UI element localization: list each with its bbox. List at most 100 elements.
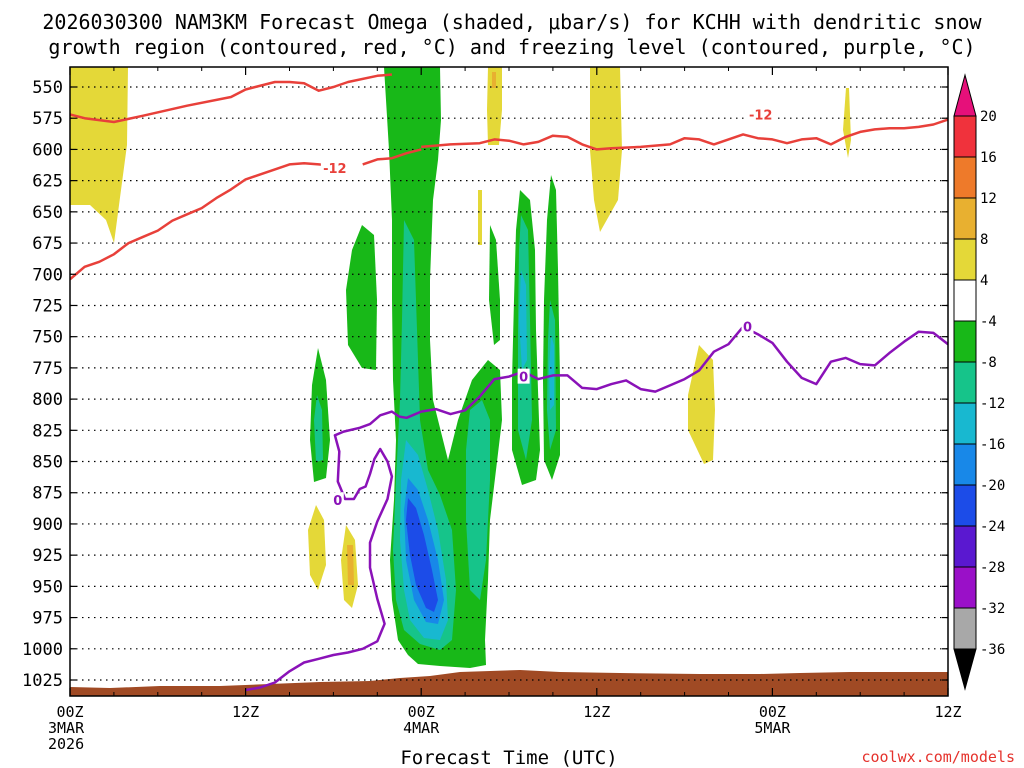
chart-title-line-2: growth region (contoured, red, °C) and f… [48, 35, 975, 59]
y-tick-label: 750 [32, 328, 63, 348]
y-tick-label: 825 [32, 421, 63, 441]
colorbar-label: -20 [980, 478, 1005, 494]
contour-label-bg [331, 492, 344, 508]
contour-label-layer: -12 -12 0 0 0 [320, 106, 775, 509]
omega-negative-strip-mid [489, 225, 500, 345]
freezing_level-contour-line [245, 325, 948, 692]
x-tick-label: 4MAR [403, 719, 440, 737]
colorbar-bin [953, 607, 977, 650]
y-tick-label: 875 [32, 484, 63, 504]
x-tick-label: 12Z [934, 703, 961, 721]
dgz_lower-contour-line-2 [362, 148, 422, 166]
y-tick-label: 925 [32, 546, 63, 566]
y-tick-label: 725 [32, 296, 63, 316]
y-tick-label: 775 [32, 359, 63, 379]
contour-label: 0 [743, 321, 752, 336]
colorbar-label: 4 [980, 273, 988, 289]
contour-label-bg [746, 106, 775, 122]
colorbar-label: 8 [980, 232, 988, 248]
x-tick-label: 00Z [759, 703, 786, 721]
contour-label-bg [320, 160, 349, 176]
contour-label: -12 [749, 108, 773, 123]
colorbar-label: -32 [980, 601, 1005, 617]
omega-positive-patch-upper-mid-core [492, 72, 496, 88]
contour-label: 0 [333, 494, 342, 509]
y-tick-label: 1000 [22, 640, 63, 660]
omega-positive-patch-upper-left [70, 67, 128, 243]
x-tick-label: 00Z [408, 703, 435, 721]
colorbar-bin [953, 566, 977, 609]
omega-positive-patch-thin [478, 190, 482, 245]
x-tick-label: 2026 [48, 735, 84, 753]
omega-positive-patch-far-right [843, 88, 851, 158]
omega-moderate-negative-right-core [466, 400, 490, 600]
chart-title-line-1: 2026030300 NAM3KM Forecast Omega (shaded… [42, 10, 982, 34]
colorbar-label: -28 [980, 560, 1005, 576]
y-tick-label: 900 [32, 515, 63, 535]
y-tick-label: 975 [32, 609, 63, 629]
omega-moderate-negative-left-strip [314, 395, 323, 462]
y-tick-label: 675 [32, 234, 63, 254]
y-tick-label: 850 [32, 453, 63, 473]
x-tick-label: 5MAR [754, 719, 791, 737]
colorbar-label: 12 [980, 191, 997, 207]
omega-positive-patch-low-left-a [308, 505, 326, 590]
x-axis-title: Forecast Time (UTC) [400, 747, 617, 768]
dgz_lower-contour-line [70, 161, 334, 281]
colorbar-bin [953, 402, 977, 445]
dgz_upper-contour-line [70, 73, 393, 124]
dgz_upper-contour-line-2 [421, 118, 948, 151]
omega-negative-column-left [346, 225, 377, 370]
y-tick-label: 625 [32, 172, 63, 192]
x-tick-label: 12Z [232, 703, 259, 721]
colorbar-bin [953, 361, 977, 404]
colorbar-bin [953, 320, 977, 363]
colorbar-bottom-arrow [953, 648, 977, 691]
y-axis: 550 575 600 625 650 675 700 725 750 775 800 825 850 8… [22, 78, 948, 691]
colorbar-bin [953, 443, 977, 486]
colorbar-bin [953, 279, 977, 322]
colorbar-label: 20 [980, 109, 997, 125]
x-tick-label: 00Z [56, 703, 83, 721]
colorbar-bin [953, 238, 977, 281]
y-tick-label: 950 [32, 577, 63, 597]
colorbar-bin [953, 197, 977, 240]
omega-extreme-negative-core [406, 498, 438, 612]
colorbar-label: -4 [980, 314, 997, 330]
colorbar-label: -12 [980, 396, 1005, 412]
contour-label: 0 [519, 371, 528, 386]
colorbar-bin [953, 115, 977, 158]
omega-strong-negative-right-strip-2 [549, 335, 554, 410]
y-tick-label: 700 [32, 265, 63, 285]
y-tick-label: 650 [32, 203, 63, 223]
colorbar-label: -24 [980, 519, 1005, 535]
colorbar-bin [953, 525, 977, 568]
credit-link[interactable]: coolwx.com/models [861, 748, 1015, 766]
colorbar-label: -36 [980, 642, 1005, 658]
y-tick-label: 800 [32, 390, 63, 410]
colorbar-label: -8 [980, 355, 997, 371]
y-tick-label: 600 [32, 140, 63, 160]
y-tick-label: 1025 [22, 671, 63, 691]
contour-label-bg [517, 368, 530, 384]
omega-positive-patch-mid-right [688, 345, 715, 464]
colorbar-bin [953, 484, 977, 527]
grid-lines [70, 86, 948, 681]
colorbar-label: -16 [980, 437, 1005, 453]
omega-positive-patch-low-left-b-core [347, 545, 354, 585]
y-tick-label: 550 [32, 78, 63, 98]
x-tick-label: 12Z [583, 703, 610, 721]
contour-layer [70, 73, 948, 692]
x-tick-label: 3MAR [48, 719, 85, 737]
terrain-surface [70, 670, 948, 696]
colorbar-top-arrow [953, 73, 977, 117]
colorbar-label: 16 [980, 150, 997, 166]
contour-label-bg [741, 318, 754, 334]
y-tick-label: 575 [32, 109, 63, 129]
plot-area [70, 67, 948, 696]
contour-label: -12 [323, 162, 347, 177]
colorbar-bin [953, 156, 977, 199]
omega-strong-negative-right-strip [519, 270, 527, 370]
